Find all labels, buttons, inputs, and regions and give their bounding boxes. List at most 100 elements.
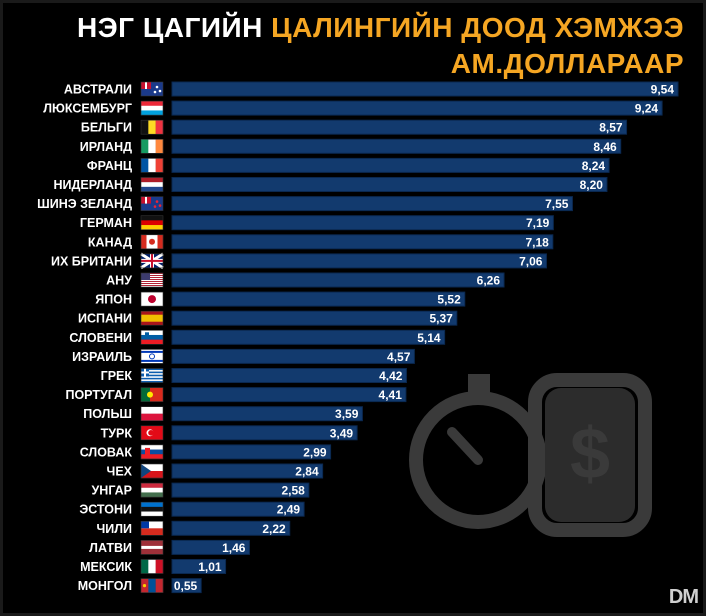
bar: [171, 368, 407, 383]
value-label: 2,99: [303, 445, 327, 459]
value-label: 7,19: [526, 216, 550, 230]
australia-flag-icon: [140, 81, 164, 97]
bar: [171, 463, 324, 479]
value-label: 4,41: [379, 388, 403, 402]
value-label: 9,54: [651, 83, 675, 97]
slovakia-flag-icon: [140, 444, 164, 460]
category-label: ИРЛАНД: [80, 140, 132, 154]
slovenia-flag-icon: [140, 329, 164, 345]
value-label: 4,42: [379, 369, 403, 383]
category-label: ЧЕХ: [107, 465, 133, 479]
value-label: 8,20: [580, 178, 604, 192]
category-label: АВСТРАЛИ: [64, 83, 132, 97]
category-label: ИЗРАИЛЬ: [72, 350, 132, 364]
value-label: 5,52: [437, 293, 461, 307]
category-label: ИСПАНИ: [78, 312, 132, 326]
hungary-flag-icon: [140, 482, 164, 498]
category-label: ЯПОН: [95, 293, 132, 307]
uk-flag-icon: [140, 252, 164, 270]
category-label: КАНАД: [88, 235, 132, 249]
bar: [171, 559, 227, 574]
greece-flag-icon: [140, 368, 164, 383]
turkey-flag-icon: [140, 425, 164, 441]
value-label: 9,24: [635, 102, 659, 116]
value-label: 8,57: [599, 121, 623, 135]
portugal-flag-icon: [140, 387, 164, 402]
bar: [171, 100, 663, 116]
category-label: МОНГОЛ: [78, 579, 132, 593]
japan-flag-icon: [140, 291, 164, 307]
netherlands-flag-icon: [140, 177, 164, 192]
bar: [171, 119, 628, 135]
canada-flag-icon: [140, 234, 164, 250]
bar: [171, 501, 305, 517]
bar: [171, 329, 446, 345]
value-label: 5,14: [417, 331, 441, 345]
value-label: 3,49: [330, 426, 354, 440]
bar: [171, 234, 554, 250]
value-label: 2,58: [281, 484, 305, 498]
category-label: МЕКСИК: [80, 560, 132, 574]
estonia-flag-icon: [140, 501, 164, 517]
bar: [171, 578, 202, 594]
bar: [171, 406, 363, 422]
logo: DM: [668, 586, 699, 608]
usa-flag-icon: [140, 272, 164, 288]
new-zealand-flag-icon: [140, 196, 164, 211]
category-label: ЛЮКСЕМБУРГ: [43, 102, 132, 116]
category-label: ПОРТУГАЛ: [65, 388, 132, 402]
israel-flag-icon: [140, 349, 164, 364]
category-label: АНУ: [106, 274, 132, 288]
mongolia-flag-icon: [140, 578, 164, 593]
belgium-flag-icon: [140, 119, 164, 135]
value-label: 1,01: [198, 560, 222, 574]
value-label: 2,84: [295, 465, 319, 479]
bar: [171, 81, 679, 97]
value-label: 8,46: [593, 140, 617, 154]
value-label: 0,55: [174, 579, 198, 593]
title-line2: АМ.ДОЛЛАРААР: [450, 48, 684, 79]
chart-title: НЭГ ЦАГИЙН ЦАЛИНГИЙН ДООД ХЭМЖЭЭ АМ.ДОЛЛ…: [77, 12, 684, 80]
mexico-flag-icon: [140, 559, 164, 574]
title-part2: ЦАЛИНГИЙН ДООД ХЭМЖЭЭ: [271, 12, 684, 43]
value-label: 7,06: [519, 254, 543, 268]
stopwatch-money-icon: $: [409, 373, 652, 537]
bar: [171, 310, 458, 326]
category-label: СЛОВАК: [80, 445, 133, 459]
category-label: БЕЛЬГИ: [81, 121, 132, 135]
bar: [171, 177, 608, 192]
bar: [171, 387, 407, 403]
bar: [171, 482, 310, 498]
value-label: 6,26: [477, 274, 501, 288]
category-label: ШИНЭ ЗЕЛАНД: [37, 197, 132, 211]
svg-text:$: $: [570, 414, 610, 494]
value-label: 1,46: [222, 541, 246, 555]
bar: [171, 425, 358, 441]
bar: [171, 520, 291, 536]
value-label: 2,22: [262, 522, 286, 536]
spain-flag-icon: [140, 310, 164, 326]
france-flag-icon: [140, 158, 164, 173]
title-part1: НЭГ ЦАГИЙН: [77, 12, 263, 43]
bar: [171, 157, 610, 173]
bar: [171, 196, 573, 212]
germany-flag-icon: [140, 215, 164, 230]
value-label: 4,57: [387, 350, 411, 364]
value-label: 8,24: [582, 159, 606, 173]
category-label: НИДЕРЛАНД: [53, 178, 132, 192]
bar: [171, 539, 250, 555]
luxembourg-flag-icon: [140, 100, 164, 116]
category-label: ФРАНЦ: [87, 159, 133, 173]
category-label: УНГАР: [92, 484, 132, 498]
bar: [171, 348, 415, 364]
category-label: СЛОВЕНИ: [69, 331, 132, 345]
chile-flag-icon: [140, 520, 164, 536]
category-label: ГЕРМАН: [80, 216, 132, 230]
category-label: ЭСТОНИ: [79, 503, 132, 517]
bar: [171, 444, 332, 460]
bar: [171, 253, 547, 269]
bar: [171, 291, 466, 307]
bar: [171, 215, 554, 231]
value-label: 2,49: [277, 503, 301, 517]
